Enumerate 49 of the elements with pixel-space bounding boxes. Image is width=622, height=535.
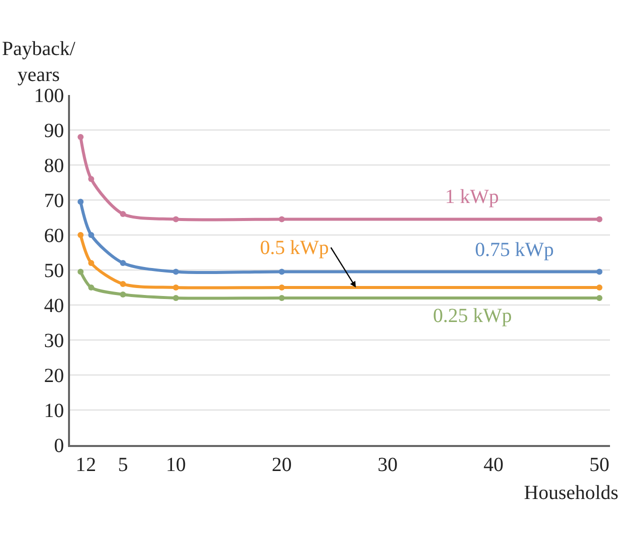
point: [278, 268, 285, 275]
point: [88, 176, 94, 182]
x-tick-label: 2: [86, 454, 96, 476]
series-label: 0.75 kWp: [475, 239, 554, 261]
y-tick-label: 60: [44, 225, 64, 247]
point: [596, 284, 602, 290]
point: [596, 295, 602, 301]
y-tick-label: 30: [44, 330, 64, 352]
y-tick-label: 10: [44, 400, 64, 422]
point: [88, 232, 94, 238]
y-tick-label: 80: [44, 155, 64, 177]
point: [78, 198, 84, 205]
point: [278, 284, 285, 290]
y-tick-label: 0: [54, 435, 64, 457]
y-tick-label: 40: [44, 295, 64, 317]
point: [88, 284, 94, 290]
point: [172, 284, 179, 290]
y-tick-label: 90: [44, 120, 64, 142]
point: [78, 134, 84, 140]
x-tick-label: 10: [166, 454, 186, 476]
point: [78, 232, 84, 238]
point: [120, 292, 126, 298]
point: [172, 216, 179, 222]
point: [88, 260, 94, 266]
x-tick-label: 5: [118, 454, 128, 476]
point: [172, 268, 179, 275]
point: [120, 281, 126, 287]
point: [120, 211, 126, 217]
point: [172, 295, 179, 301]
y-tick-label: 20: [44, 365, 64, 387]
y-tick-label: 100: [34, 85, 64, 107]
point: [78, 268, 84, 275]
point: [120, 260, 126, 266]
x-tick-label: 30: [378, 454, 398, 476]
series-label: 0.5 kWp: [260, 237, 329, 259]
point: [596, 268, 602, 275]
point: [278, 295, 285, 301]
y-tick-label: 70: [44, 190, 64, 212]
x-axis-title: Households: [524, 482, 619, 504]
x-tick-label: 1: [76, 454, 86, 476]
point: [278, 216, 285, 222]
y-tick-label: 50: [44, 260, 64, 282]
x-tick-label: 50: [589, 454, 610, 476]
series-label: 0.25 kWp: [433, 305, 512, 327]
x-tick-label: 20: [272, 454, 292, 476]
series-label: 1 kWp: [445, 186, 499, 208]
x-tick-label: 40: [484, 454, 504, 476]
point: [596, 216, 602, 222]
y-axis-title: Payback/ years: [2, 38, 76, 86]
